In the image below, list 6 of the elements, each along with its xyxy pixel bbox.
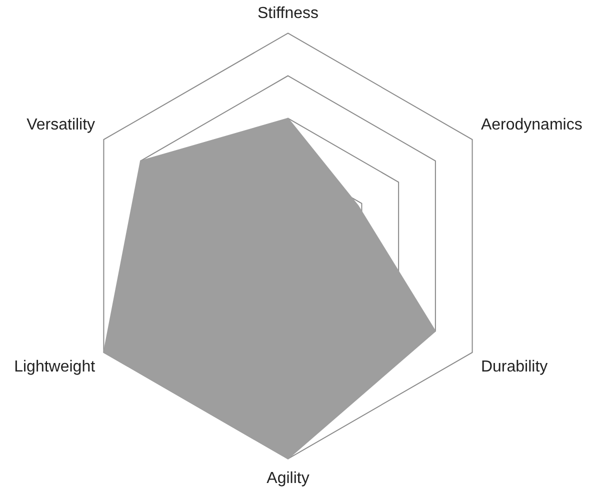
spoke-label: Aerodynamics [480, 116, 582, 134]
spoke-label: Stiffness [257, 5, 319, 22]
spoke-label: Durability [480, 358, 548, 376]
spoke-label: Lightweight [14, 358, 96, 376]
spoke-label: Versatility [26, 116, 96, 134]
spoke-label: Agility [266, 470, 310, 487]
